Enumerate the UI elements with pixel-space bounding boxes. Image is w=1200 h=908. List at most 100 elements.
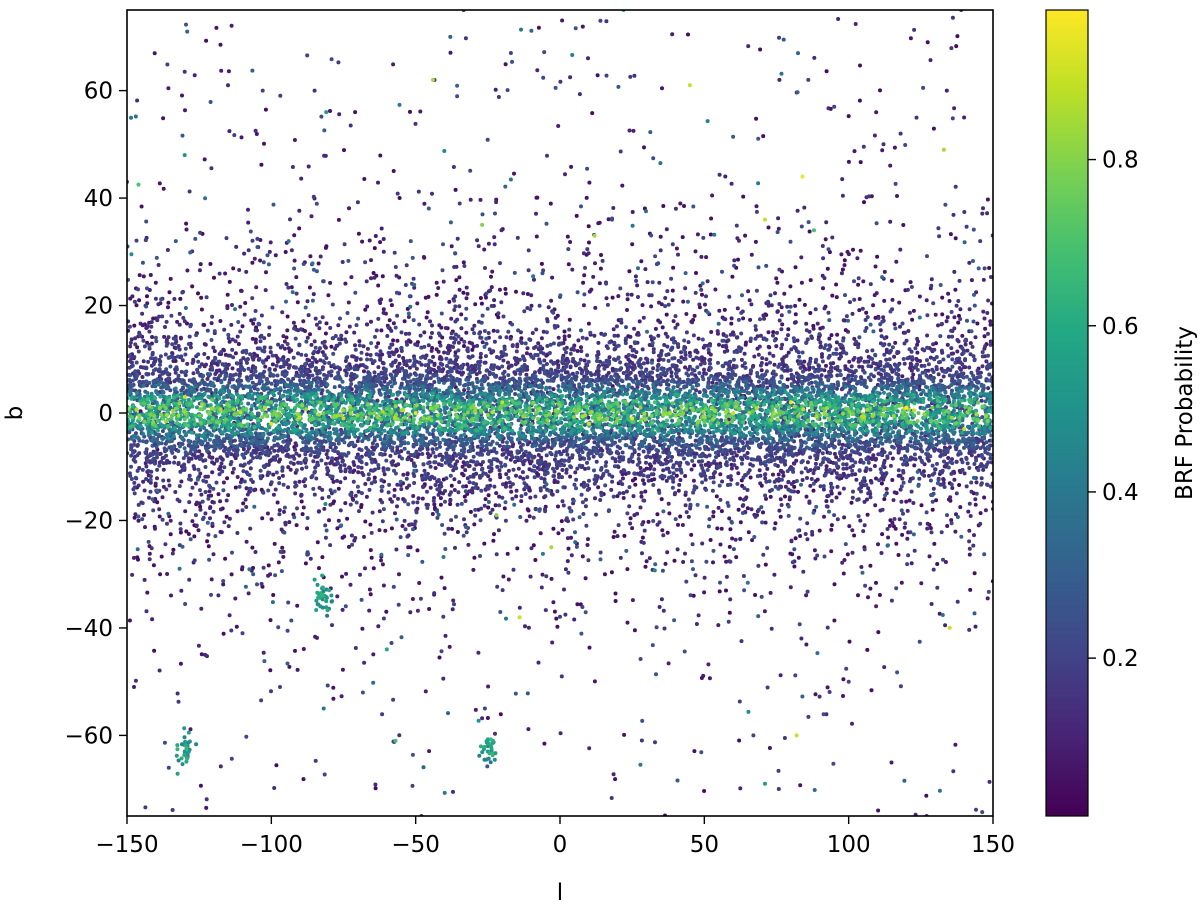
data-point — [984, 359, 989, 364]
data-point — [299, 176, 304, 181]
data-point — [868, 495, 873, 500]
data-point — [818, 340, 823, 345]
data-point — [798, 534, 803, 538]
data-point — [284, 335, 289, 340]
data-point — [967, 528, 972, 533]
data-point — [541, 464, 546, 469]
data-point — [852, 149, 857, 154]
data-point — [541, 329, 546, 334]
data-point — [829, 481, 833, 486]
data-point — [583, 466, 587, 471]
data-point — [426, 455, 431, 460]
data-point — [514, 494, 519, 499]
data-point — [264, 270, 268, 275]
data-point — [936, 226, 941, 231]
data-point — [308, 254, 313, 259]
data-point — [330, 623, 334, 628]
data-point — [712, 459, 717, 464]
data-point — [633, 274, 638, 279]
data-point — [368, 548, 373, 553]
data-point — [324, 321, 329, 326]
data-point — [841, 486, 846, 491]
data-point — [598, 498, 603, 502]
data-point — [292, 233, 297, 238]
data-point — [515, 344, 520, 349]
data-point — [373, 782, 378, 787]
data-point — [737, 738, 742, 743]
data-point — [483, 360, 488, 365]
data-point — [211, 509, 216, 514]
data-point — [802, 359, 807, 364]
data-point — [912, 548, 917, 553]
data-point — [274, 353, 278, 358]
data-point — [945, 524, 950, 528]
data-point — [891, 498, 896, 503]
data-point — [981, 467, 986, 472]
data-point — [306, 313, 311, 318]
data-point — [225, 476, 230, 481]
data-point — [413, 342, 418, 347]
data-point — [880, 532, 885, 537]
data-point — [555, 480, 560, 485]
data-point — [876, 316, 881, 320]
data-point — [325, 448, 330, 453]
data-point — [251, 321, 256, 326]
data-point — [881, 142, 886, 147]
data-point — [625, 567, 630, 572]
data-point — [470, 347, 475, 352]
data-point — [356, 489, 361, 494]
data-point — [295, 300, 300, 305]
data-point — [455, 236, 460, 241]
data-point — [647, 462, 652, 467]
data-point — [604, 19, 609, 24]
data-point — [339, 694, 344, 699]
data-point — [324, 452, 329, 457]
data-point — [753, 327, 758, 332]
data-point — [132, 355, 137, 359]
data-point — [845, 249, 850, 254]
data-point — [436, 286, 441, 290]
data-point — [414, 366, 419, 371]
data-point — [539, 336, 544, 341]
data-point — [678, 478, 683, 482]
data-point — [289, 285, 294, 290]
data-point — [467, 463, 472, 468]
data-point — [858, 518, 863, 523]
data-point — [336, 60, 341, 65]
data-point — [210, 460, 215, 465]
data-point — [674, 246, 679, 251]
data-point — [230, 337, 235, 342]
data-point — [170, 551, 175, 556]
data-point — [320, 350, 325, 355]
data-point — [389, 526, 394, 531]
data-point — [928, 355, 933, 360]
data-point — [759, 368, 764, 373]
data-point — [739, 478, 744, 483]
data-point — [367, 238, 372, 243]
data-point — [936, 448, 941, 453]
data-point — [303, 561, 308, 566]
data-point — [641, 449, 646, 454]
data-point — [810, 336, 814, 340]
data-point — [828, 361, 833, 366]
data-point — [988, 319, 993, 324]
data-point — [935, 585, 940, 590]
data-point — [746, 44, 751, 49]
data-point — [852, 533, 857, 538]
data-point — [157, 357, 162, 362]
data-point — [641, 540, 646, 545]
data-point — [544, 353, 549, 358]
data-point — [161, 484, 166, 489]
data-point — [175, 319, 180, 324]
data-point — [409, 458, 414, 462]
data-point — [967, 552, 972, 557]
data-point — [396, 462, 401, 467]
data-point — [643, 564, 648, 569]
data-point — [824, 504, 829, 509]
data-point — [459, 372, 464, 377]
data-point — [236, 342, 241, 346]
data-point — [161, 186, 166, 191]
data-point — [449, 335, 453, 340]
data-point — [438, 502, 443, 507]
data-point — [192, 73, 197, 78]
